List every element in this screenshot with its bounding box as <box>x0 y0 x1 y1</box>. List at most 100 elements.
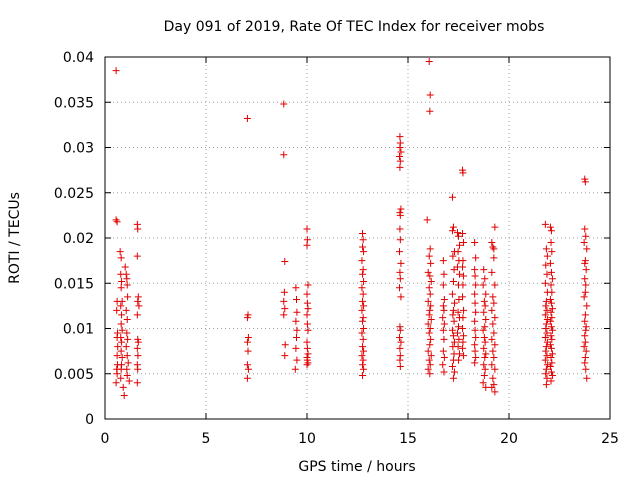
x-tick-label: 5 <box>202 431 211 447</box>
data-point <box>440 353 448 361</box>
data-point <box>303 320 311 328</box>
data-point <box>304 359 312 367</box>
data-point <box>439 302 447 310</box>
data-point <box>481 353 489 361</box>
data-point <box>542 365 550 373</box>
data-point <box>547 377 555 385</box>
data-point <box>481 275 489 283</box>
data-point <box>112 379 120 387</box>
data-point <box>359 372 367 380</box>
data-point <box>303 241 311 249</box>
data-point <box>455 335 463 343</box>
data-point <box>293 308 301 316</box>
data-point <box>489 243 497 251</box>
data-point <box>396 326 404 334</box>
data-point <box>117 254 125 262</box>
data-point <box>291 365 299 373</box>
data-point <box>439 326 447 334</box>
data-point <box>125 377 133 385</box>
data-point <box>133 252 141 260</box>
data-point <box>113 306 121 314</box>
data-point <box>359 361 367 369</box>
data-point <box>396 284 404 292</box>
data-point <box>396 363 404 371</box>
data-point <box>292 334 300 342</box>
data-point <box>119 383 127 391</box>
data-point <box>440 296 448 304</box>
data-point <box>459 325 467 332</box>
data-point <box>454 308 462 316</box>
data-point <box>358 257 366 265</box>
data-point <box>480 344 488 352</box>
data-point <box>360 248 368 256</box>
data-point <box>124 359 132 367</box>
data-point <box>581 259 589 267</box>
data-point <box>541 279 549 287</box>
data-point <box>471 347 479 355</box>
data-point <box>292 344 300 352</box>
data-point <box>439 281 447 289</box>
data-point <box>582 281 590 289</box>
data-point <box>471 266 479 274</box>
data-point <box>118 353 126 361</box>
data-point <box>244 347 252 355</box>
data-point <box>424 347 432 355</box>
data-point <box>543 270 551 278</box>
data-point <box>360 277 368 285</box>
data-point <box>489 320 497 328</box>
plot-frame <box>104 56 611 420</box>
data-point <box>426 245 434 253</box>
data-point <box>244 334 252 342</box>
data-point <box>547 227 555 235</box>
x-tick-label: 15 <box>399 431 417 447</box>
y-tick-label: 0.005 <box>54 367 94 383</box>
data-point <box>448 193 456 201</box>
data-point <box>426 325 434 332</box>
data-point <box>281 258 289 266</box>
data-point <box>281 305 289 313</box>
data-point <box>548 326 556 334</box>
data-point <box>546 259 554 267</box>
data-point <box>124 335 132 343</box>
data-point <box>455 356 462 364</box>
data-point <box>358 329 366 337</box>
x-tick-label: 25 <box>601 431 619 447</box>
data-point <box>439 257 447 265</box>
data-point <box>359 270 367 278</box>
y-tick-label: 0.03 <box>63 141 94 157</box>
data-point <box>440 335 448 343</box>
data-point <box>543 329 551 337</box>
data-point <box>455 296 463 304</box>
y-tick-label: 0.025 <box>54 186 94 202</box>
data-point <box>581 275 589 283</box>
y-tick-label: 0.01 <box>63 322 94 338</box>
data-point <box>542 320 550 328</box>
data-point <box>396 157 404 165</box>
data-point <box>396 225 404 233</box>
data-point <box>547 332 555 340</box>
data-point <box>472 353 480 361</box>
data-point <box>455 232 462 240</box>
data-point <box>450 317 458 325</box>
data-point <box>359 266 367 274</box>
data-point <box>460 306 468 314</box>
data-point <box>542 297 550 305</box>
data-point <box>439 361 447 369</box>
data-point <box>459 281 467 289</box>
data-point <box>281 341 289 349</box>
data-point <box>359 314 367 322</box>
data-point <box>583 374 591 382</box>
data-point <box>459 338 467 346</box>
data-point <box>547 281 555 289</box>
data-point <box>112 67 120 75</box>
data-point <box>114 343 122 351</box>
data-point <box>450 338 458 346</box>
data-point <box>243 374 251 382</box>
data-point <box>425 252 433 260</box>
data-point <box>280 297 288 305</box>
data-point <box>117 320 125 328</box>
data-point <box>459 314 467 322</box>
data-point <box>547 353 555 361</box>
data-point <box>449 306 457 314</box>
